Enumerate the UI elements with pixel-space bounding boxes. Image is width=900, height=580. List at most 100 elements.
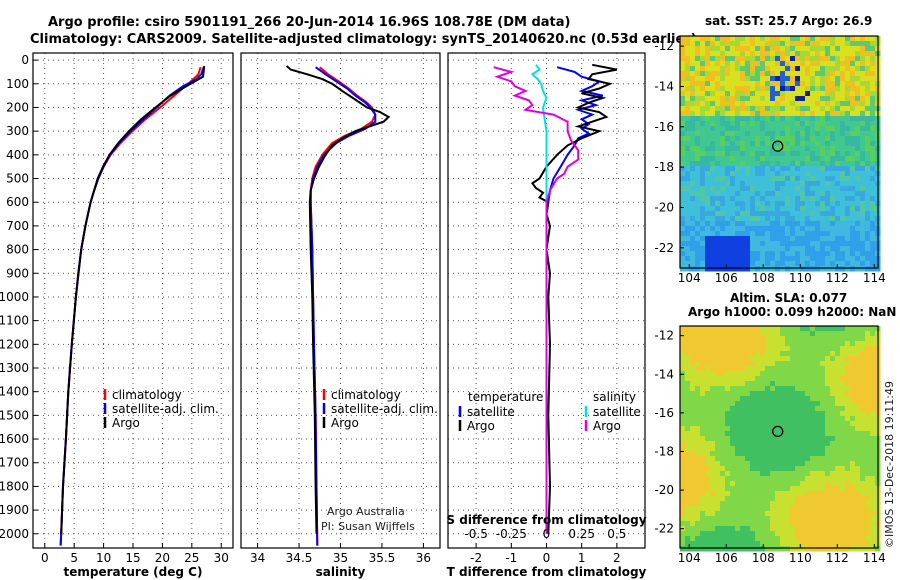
map-cell (750, 51, 756, 57)
map-cell (755, 201, 761, 207)
map-cell (860, 171, 866, 177)
map-cell (790, 441, 796, 447)
map-cell (690, 96, 696, 102)
map-cell (860, 506, 866, 512)
map-cell (720, 466, 726, 472)
map-cell (770, 61, 776, 67)
map-cell (705, 76, 711, 82)
map-cell (685, 471, 691, 477)
map-cell (835, 541, 841, 547)
map-cell (730, 101, 736, 107)
map-cell (735, 371, 741, 377)
map-cell (745, 206, 751, 212)
map-cell (870, 326, 876, 332)
map-cell (740, 486, 746, 492)
map-cell (700, 91, 706, 97)
map-cell (870, 126, 876, 132)
map-cell (795, 121, 801, 127)
map-cell (725, 161, 731, 167)
map-cell (695, 36, 701, 42)
map-cell (820, 351, 826, 357)
map-cell (845, 81, 851, 87)
map-cell (810, 236, 816, 242)
map-cell (720, 326, 726, 332)
map-cell (695, 206, 701, 212)
map-cell (770, 506, 776, 512)
map-cell (830, 56, 836, 62)
map-cell (795, 166, 801, 172)
map-cell (865, 431, 871, 437)
map-cell (715, 391, 721, 397)
map-cell (745, 176, 751, 182)
map-cell (825, 486, 831, 492)
map-cell (825, 191, 831, 197)
map-cell (775, 441, 781, 447)
map-cell (870, 76, 876, 82)
map-cell (720, 386, 726, 392)
map-cell (830, 536, 836, 542)
map-cell (830, 426, 836, 432)
map-cell (855, 346, 861, 352)
map-cell (800, 166, 806, 172)
map-cell (765, 231, 771, 237)
map-cell (730, 146, 736, 152)
map-cell (680, 111, 686, 117)
map-cell (685, 161, 691, 167)
map-cell (730, 471, 736, 477)
map-cell (760, 86, 766, 92)
map-cell (795, 536, 801, 542)
map-cell (825, 366, 831, 372)
map-cell (860, 36, 866, 42)
map-cell (840, 191, 846, 197)
map-cell (740, 396, 746, 402)
map-cell (740, 236, 746, 242)
map-cell (780, 526, 786, 532)
map-cell (850, 81, 856, 87)
map-cell (715, 456, 721, 462)
map-cell (775, 491, 781, 497)
map-cell (805, 151, 811, 157)
map-cell (815, 526, 821, 532)
map-cell (685, 86, 691, 92)
map-cell (710, 111, 716, 117)
map-cell (850, 181, 856, 187)
map-cell (845, 246, 851, 252)
map-cell (725, 36, 731, 42)
y-tick-label: 1800 (0, 479, 29, 493)
map-cell (790, 236, 796, 242)
map-cell (765, 336, 771, 342)
map-cell (795, 76, 801, 82)
map-cell (720, 256, 726, 262)
map-cell (825, 36, 831, 42)
map-cell (830, 91, 836, 97)
map-cell (790, 76, 796, 82)
map-cell (850, 166, 856, 172)
map-cell (705, 231, 711, 237)
map-cell (805, 166, 811, 172)
map-cell (775, 126, 781, 132)
map-cell (840, 481, 846, 487)
map-cell (775, 236, 781, 242)
map-cell (755, 106, 761, 112)
map-cell (695, 361, 701, 367)
map-cell (695, 436, 701, 442)
map-cell (740, 411, 746, 417)
map-cell (810, 166, 816, 172)
map-cell (715, 501, 721, 507)
map-cell (780, 466, 786, 472)
map-cell (760, 156, 766, 162)
map-cell (745, 86, 751, 92)
map-cell (785, 541, 791, 547)
map-cell (790, 491, 796, 497)
map-cell (745, 51, 751, 57)
map-cell (750, 446, 756, 452)
map-cell (805, 401, 811, 407)
map-cell (725, 261, 731, 267)
map-cell (685, 431, 691, 437)
map-cell (705, 431, 711, 437)
map-cell (690, 506, 696, 512)
map-cell (775, 471, 781, 477)
map-cell (690, 56, 696, 62)
map-cell (780, 231, 786, 237)
map-cell (805, 501, 811, 507)
